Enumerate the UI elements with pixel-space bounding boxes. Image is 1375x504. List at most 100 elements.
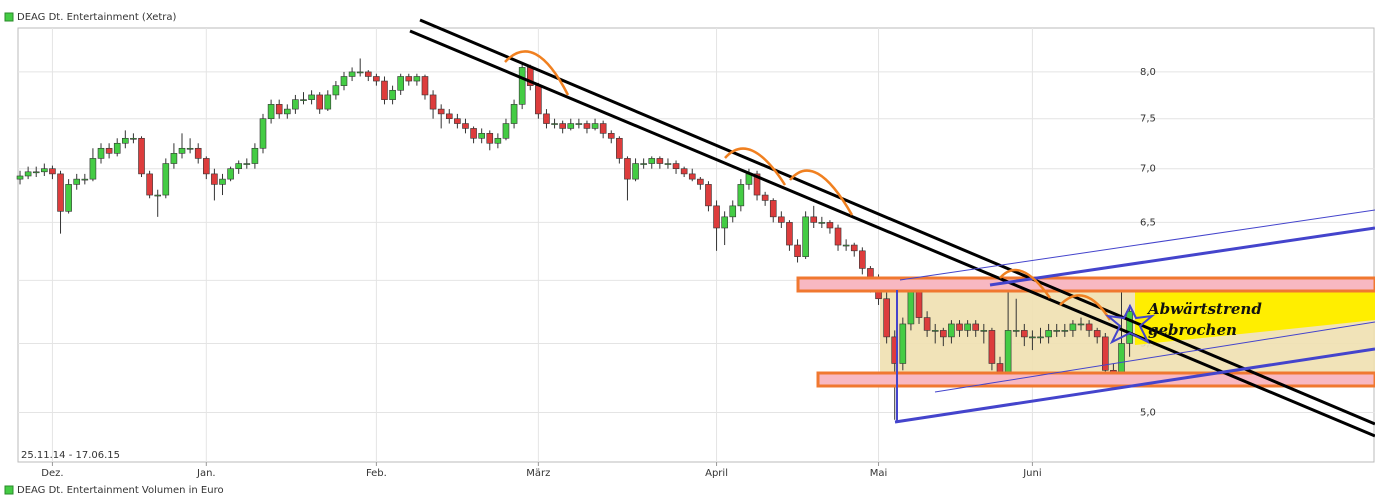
trend-line xyxy=(419,18,1375,426)
candle-body xyxy=(972,323,980,331)
candle-body xyxy=(575,123,583,125)
candle-body xyxy=(462,123,469,129)
candle-body xyxy=(89,158,97,180)
candle-body xyxy=(737,184,745,207)
candle-body xyxy=(672,163,680,169)
candle-body xyxy=(1093,330,1101,338)
candle-body xyxy=(316,94,323,110)
candle-body xyxy=(964,323,971,331)
y-tick-label: 8,0 xyxy=(1140,67,1156,78)
x-tick-label: Juni xyxy=(1022,468,1041,479)
candle-body xyxy=(429,94,437,110)
candle-body xyxy=(24,171,32,177)
candle-body xyxy=(713,205,720,229)
candle-body xyxy=(810,216,818,223)
candle-body xyxy=(956,323,963,331)
resistance-band xyxy=(796,276,1375,293)
candle-body xyxy=(769,200,777,218)
candle-body xyxy=(591,123,599,129)
candle-body xyxy=(1069,323,1077,331)
candle-body xyxy=(494,137,502,144)
candle-body xyxy=(405,76,413,82)
y-tick-label: 6,5 xyxy=(1140,217,1156,228)
candle-body xyxy=(105,147,113,154)
candle-body xyxy=(818,222,826,224)
candle-body xyxy=(470,128,477,139)
trend-line xyxy=(409,29,1375,438)
candle-body xyxy=(1004,330,1012,378)
candle-body xyxy=(850,244,858,252)
annotation: Abwärtstrend xyxy=(1146,300,1262,318)
star xyxy=(1104,303,1156,345)
candle-body xyxy=(283,108,291,115)
arc xyxy=(724,147,787,186)
candle-body xyxy=(656,158,664,164)
candle-body xyxy=(1053,330,1061,332)
breakout-zone xyxy=(1135,291,1375,345)
channel-line xyxy=(934,321,1375,393)
candle-body xyxy=(259,118,267,149)
arc xyxy=(1059,294,1112,321)
candle-body xyxy=(41,168,48,173)
arcs xyxy=(504,50,1112,321)
candle-body xyxy=(454,118,461,124)
candle-body xyxy=(688,173,696,180)
candle-body xyxy=(194,147,202,159)
candle-body xyxy=(680,168,688,175)
candle-body xyxy=(332,85,340,96)
candle-body xyxy=(445,113,453,119)
candle-body xyxy=(356,71,364,74)
candle-body xyxy=(437,108,445,115)
candle-body xyxy=(543,113,550,124)
candle-body xyxy=(753,173,761,196)
arc xyxy=(789,169,854,216)
candle-body xyxy=(1077,323,1085,326)
candle-body xyxy=(988,330,996,364)
x-tick-label: Jan. xyxy=(196,468,216,479)
candle-body xyxy=(170,153,178,164)
candle-body xyxy=(413,76,421,82)
candle-body xyxy=(842,244,850,247)
candle-body xyxy=(948,323,955,338)
candle-body xyxy=(324,94,332,110)
candle-body xyxy=(348,71,356,77)
candle-body xyxy=(761,194,769,201)
date-range: 25.11.14 - 17.06.15 xyxy=(21,450,120,461)
annotation: gebrochen xyxy=(1148,321,1237,339)
candle-body xyxy=(551,123,558,125)
candles xyxy=(16,58,1133,420)
candle-body xyxy=(705,184,712,207)
candle-body xyxy=(624,158,631,180)
candle-body xyxy=(397,76,404,91)
candle-body xyxy=(227,168,234,180)
candle-body xyxy=(802,216,809,257)
candle-body xyxy=(826,222,834,229)
candle-body xyxy=(786,222,793,246)
candle-body xyxy=(1126,310,1133,344)
candle-body xyxy=(518,67,526,105)
candle-body xyxy=(729,205,737,218)
candle-body xyxy=(364,71,372,77)
drawings: Abwärtstrend gebrochen xyxy=(409,18,1375,438)
volume-label: DEAG Dt. Entertainment Volumen in Euro xyxy=(17,485,224,496)
candle-body xyxy=(980,330,988,332)
channel-line xyxy=(899,209,1375,281)
candle-body xyxy=(599,123,607,134)
candle-body xyxy=(308,94,315,100)
candle-body xyxy=(664,163,672,165)
candle-body xyxy=(178,147,186,154)
candle-body xyxy=(632,163,639,180)
candle-body xyxy=(559,123,566,129)
legend-swatch xyxy=(4,12,14,22)
candle-body xyxy=(859,250,866,269)
candle-body xyxy=(154,194,162,197)
candle-body xyxy=(640,163,647,165)
candle-body xyxy=(567,123,575,129)
candle-body xyxy=(243,163,251,165)
candle-body xyxy=(899,323,907,364)
candle-body xyxy=(389,89,396,100)
candle-body xyxy=(203,158,210,175)
candle-body xyxy=(616,137,623,159)
